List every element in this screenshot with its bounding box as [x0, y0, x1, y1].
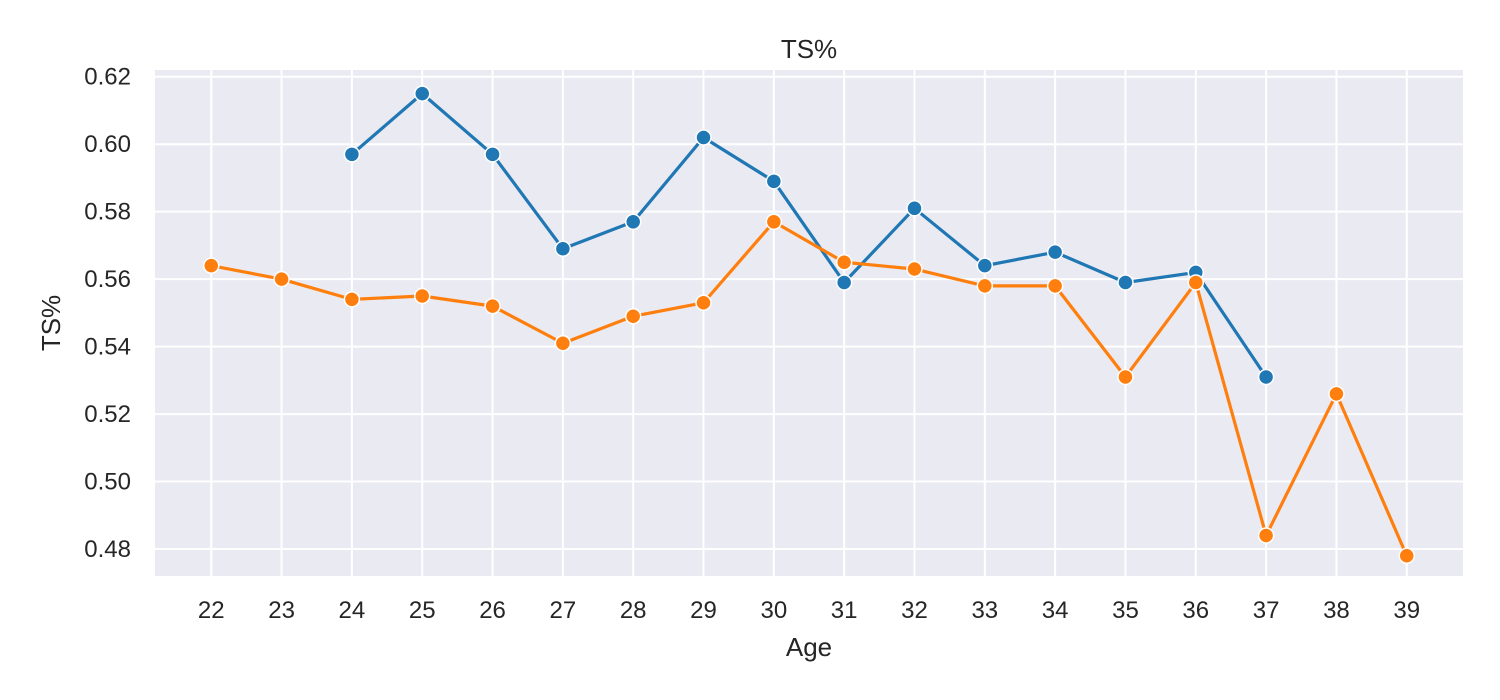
- x-axis-title: Age: [786, 632, 832, 662]
- data-point: [906, 260, 923, 278]
- x-tick-label: 30: [760, 597, 787, 624]
- data-point: [1398, 547, 1415, 565]
- y-tick-label: 0.58: [84, 199, 131, 226]
- chart-title: TS%: [781, 34, 837, 64]
- x-tick-label: 24: [339, 597, 366, 624]
- series-line: [350, 92, 1268, 379]
- series-line: [209, 220, 1409, 558]
- y-tick-label: 0.62: [84, 64, 131, 91]
- x-tick-label: 32: [901, 597, 928, 624]
- data-point: [343, 146, 361, 163]
- data-point: [1117, 274, 1134, 291]
- series-1: [343, 85, 1275, 386]
- data-point: [765, 173, 783, 190]
- data-point: [273, 270, 290, 288]
- data-point: [1257, 368, 1275, 386]
- y-tick-label: 0.50: [84, 469, 131, 496]
- data-point: [906, 200, 923, 217]
- x-tick-label: 34: [1042, 597, 1069, 624]
- x-tick-label: 27: [550, 597, 577, 624]
- x-tick-label: 36: [1182, 597, 1209, 624]
- x-tick-label: 31: [831, 597, 858, 624]
- data-point: [484, 146, 501, 163]
- data-point: [484, 297, 501, 315]
- plot-area: [155, 70, 1463, 576]
- data-point: [765, 213, 783, 231]
- data-point: [554, 334, 572, 352]
- x-tick-label: 25: [409, 597, 436, 624]
- data-point: [343, 291, 361, 308]
- data-point: [835, 274, 853, 291]
- data-point: [1328, 385, 1345, 403]
- data-point: [1257, 527, 1275, 544]
- data-point: [554, 240, 572, 258]
- x-tick-label: 26: [479, 597, 506, 624]
- data-point: [413, 85, 431, 102]
- data-point: [203, 257, 220, 274]
- data-point: [1117, 368, 1134, 386]
- x-tick-label: 28: [620, 597, 647, 624]
- data-point: [976, 257, 994, 274]
- data-point: [976, 277, 994, 295]
- data-point: [835, 254, 853, 271]
- x-tick-label: 22: [198, 597, 225, 624]
- y-tick-label: 0.54: [84, 334, 131, 361]
- x-tick-label: 35: [1112, 597, 1139, 624]
- series-2: [203, 213, 1415, 565]
- x-tick-label: 33: [971, 597, 998, 624]
- data-point: [695, 129, 712, 146]
- data-point: [413, 287, 431, 305]
- data-point: [1046, 243, 1064, 261]
- tick-labels: 22 23 24 25 26 27 28 29 30 31 32 33 34 35 36 37 38 39 0.48…: [84, 64, 1420, 624]
- y-tick-label: 0.48: [84, 536, 131, 563]
- x-tick-label: 37: [1253, 597, 1280, 624]
- y-axis-title: TS%: [36, 295, 66, 351]
- x-tick-label: 38: [1323, 597, 1350, 624]
- series-layer: [203, 85, 1415, 565]
- data-point: [624, 213, 642, 231]
- x-tick-label: 39: [1393, 597, 1420, 624]
- y-tick-label: 0.56: [84, 266, 131, 293]
- y-tick-label: 0.52: [84, 401, 131, 428]
- x-tick-label: 29: [690, 597, 717, 624]
- data-point: [695, 294, 712, 312]
- data-point: [624, 308, 642, 325]
- data-point: [1187, 274, 1205, 291]
- x-tick-label: 23: [268, 597, 295, 624]
- data-point: [1046, 277, 1064, 295]
- y-tick-label: 0.60: [84, 131, 131, 158]
